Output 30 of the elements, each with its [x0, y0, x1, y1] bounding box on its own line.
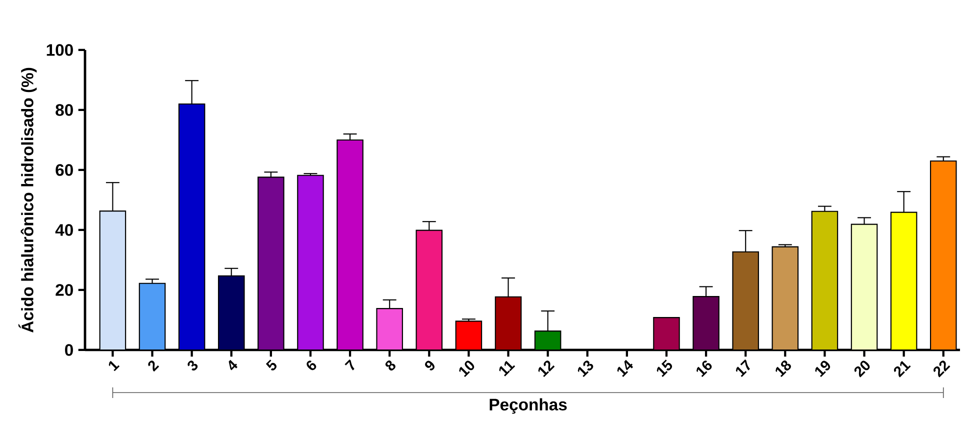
x-tick-label: 3	[188, 360, 198, 371]
x-axis-title: Peçonhas	[490, 398, 567, 414]
x-tick-label: 9	[425, 360, 435, 370]
x-tick-label: 6	[306, 360, 316, 370]
x-tick-label: 1	[108, 360, 120, 372]
y-tick-label: 80	[56, 104, 73, 116]
y-tick-label: 100	[46, 44, 73, 56]
x-tick-label: 8	[385, 360, 396, 370]
x-tick-label: 14	[617, 360, 634, 377]
x-tick-label: 17	[736, 359, 750, 377]
x-tick-label: 15	[656, 360, 672, 377]
x-tick-label: 18	[776, 360, 791, 378]
x-tick-label: 7	[344, 359, 354, 370]
x-tick-label: 13	[578, 360, 594, 378]
x-tick-label: 10	[459, 360, 474, 378]
x-tick-label: 2	[148, 360, 160, 372]
x-tick-label: 11	[499, 360, 516, 376]
x-tick-label: 21	[894, 360, 911, 378]
x-tick-label: 22	[934, 360, 950, 378]
y-tick-label: 0	[65, 344, 73, 356]
x-tick-label: 4	[228, 360, 238, 370]
x-tick-label: 16	[696, 360, 712, 378]
x-tick-label: 20	[854, 360, 870, 378]
y-axis-title: Ácido hialurônico hidrolisado (%)	[18, 68, 37, 332]
x-tick-label: 12	[538, 360, 555, 378]
x-tick-label: 19	[815, 360, 830, 378]
x-tick-label: 5	[266, 360, 276, 370]
y-tick-label: 60	[56, 164, 73, 176]
y-tick-label: 20	[56, 284, 73, 296]
y-tick-label: 40	[55, 224, 73, 236]
